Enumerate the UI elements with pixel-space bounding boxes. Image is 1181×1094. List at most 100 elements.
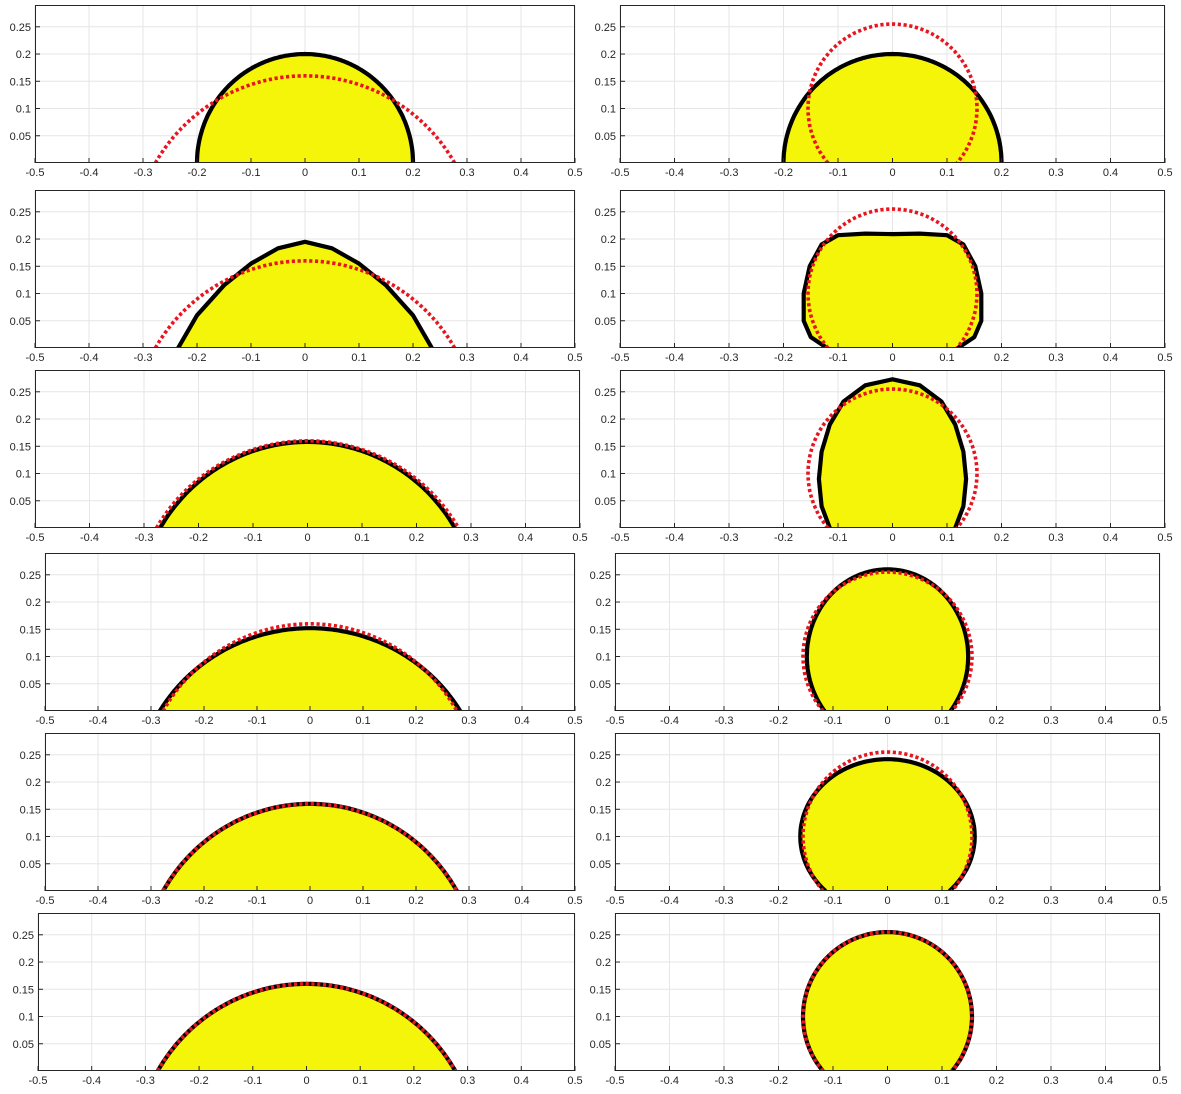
x-tick-label: 0 [302,167,308,179]
x-tick-label: 0.1 [939,532,954,544]
x-tick-label: -0.4 [665,167,684,179]
x-tick-label: 0 [889,167,895,179]
x-tick-label: -0.3 [715,1075,734,1087]
x-tick-label: 0.3 [461,895,476,907]
x-tick-label: -0.1 [248,715,267,727]
shape-fill [159,628,461,711]
reference-dotted-line [153,74,457,163]
shape-fill [783,54,1002,163]
x-tick-label: -0.3 [720,167,739,179]
x-tick-label: 0.4 [1103,352,1118,364]
x-tick-label: -0.1 [243,1075,262,1087]
x-tick-label: -0.5 [606,895,625,907]
y-tick-label: 0.2 [601,414,616,426]
panel-right-1: -0.5 -0.4 -0.3 -0.2 -0.1 0 0.1 0.2 0.3 0.4 0.5 0.05… [595,5,1173,179]
x-tick-label: 0 [307,895,313,907]
panel-right-6: -0.5 -0.4 -0.3 -0.2 -0.1 0 0.1 0.2 0.3 0.4 0.5 0.05… [590,913,1168,1087]
x-tick-label: -0.2 [774,352,793,364]
x-tick-label: -0.1 [242,167,261,179]
plot-area [158,622,462,711]
x-tick-label: 0.4 [1098,1075,1113,1087]
panel-left-6: -0.5 -0.4 -0.3 -0.2 -0.1 0 0.1 0.2 0.3 0.4 0.5 0.05… [13,913,583,1087]
x-tick-label: 0.4 [1098,715,1113,727]
x-tick-label: -0.3 [720,532,739,544]
plot-area [161,801,459,891]
x-tick-label: 0.3 [1043,1075,1058,1087]
reference-dotted-line [153,259,457,348]
x-tick-label: 0.3 [1048,167,1063,179]
shape-fill [818,379,967,528]
x-tick-label: 0.3 [1043,895,1058,907]
shape-outline [801,231,984,348]
x-tick-label: 0.2 [408,715,423,727]
y-tick-label: 0.15 [10,261,31,273]
y-tick-label: 0.2 [16,234,31,246]
x-tick-label: -0.5 [611,352,630,364]
y-tick-label: 0.15 [595,261,616,273]
x-tick-label: 0.2 [406,1075,421,1087]
x-tick-label: 0.3 [461,715,476,727]
panel-left-5: -0.5 -0.4 -0.3 -0.2 -0.1 0 0.1 0.2 0.3 0.4 0.5 0.05… [20,733,583,907]
y-tick-label: 0.2 [596,957,611,969]
x-tick-label: -0.1 [248,895,267,907]
x-tick-label: -0.5 [611,532,630,544]
y-tick-label: 0.25 [590,930,611,942]
y-tick-label: 0.1 [601,469,616,481]
y-tick-label: 0.2 [26,597,41,609]
y-tick-label: 0.25 [590,570,611,582]
y-tick-label: 0.05 [595,316,616,328]
y-tick-label: 0.05 [590,1039,611,1051]
x-tick-label: -0.4 [80,532,99,544]
x-tick-label: 0.1 [934,895,949,907]
x-tick-label: 0.1 [934,715,949,727]
x-tick-label: -0.3 [715,895,734,907]
x-tick-label: -0.2 [769,895,788,907]
x-tick-label: 0.4 [514,1075,529,1087]
shape-outline [158,626,462,711]
shape-fill [157,983,456,1071]
plot-area [801,567,974,711]
x-tick-label: -0.1 [829,532,848,544]
shape-outline [781,51,1004,163]
x-tick-label: 0.1 [351,352,366,364]
y-tick-label: 0.1 [16,104,31,116]
panel-right-4: -0.5 -0.4 -0.3 -0.2 -0.1 0 0.1 0.2 0.3 0.4 0.5 0.05… [590,553,1168,727]
x-tick-label: 0.2 [989,715,1004,727]
y-tick-label: 0.2 [16,414,31,426]
y-tick-label: 0.25 [20,570,41,582]
x-tick-label: -0.2 [769,1075,788,1087]
plot-area [155,981,458,1071]
y-tick-label: 0.15 [20,624,41,636]
x-tick-label: -0.5 [36,895,55,907]
x-tick-label: -0.3 [142,895,161,907]
x-tick-label: -0.1 [829,167,848,179]
x-tick-label: -0.5 [26,167,45,179]
shape-fill [800,759,975,891]
x-tick-label: 0 [889,352,895,364]
shape-fill [178,241,432,348]
x-tick-label: -0.4 [80,167,99,179]
x-tick-label: -0.4 [89,895,108,907]
y-tick-label: 0.15 [20,804,41,816]
y-tick-label: 0.15 [595,441,616,453]
y-tick-label: 0.05 [20,859,41,871]
x-tick-label: -0.4 [665,532,684,544]
x-tick-label: 0.3 [463,532,478,544]
panel-left-2: -0.5 -0.4 -0.3 -0.2 -0.1 0 0.1 0.2 0.3 0.4 0.5 0.05… [10,190,583,364]
shape-outline [194,51,416,163]
shape-fill [160,441,455,528]
reference-dotted-line [801,750,974,891]
x-tick-label: -0.2 [188,167,207,179]
x-tick-label: 0.5 [1152,895,1167,907]
x-tick-label: 0 [302,352,308,364]
plot-area [154,439,461,528]
y-tick-label: 0.2 [596,777,611,789]
y-tick-label: 0.2 [601,234,616,246]
x-tick-label: 0.2 [994,532,1009,544]
y-tick-label: 0.05 [10,316,31,328]
reference-dotted-line [801,570,974,711]
y-tick-label: 0.1 [601,289,616,301]
y-tick-label: 0.15 [595,76,616,88]
x-tick-label: 0.5 [567,895,582,907]
